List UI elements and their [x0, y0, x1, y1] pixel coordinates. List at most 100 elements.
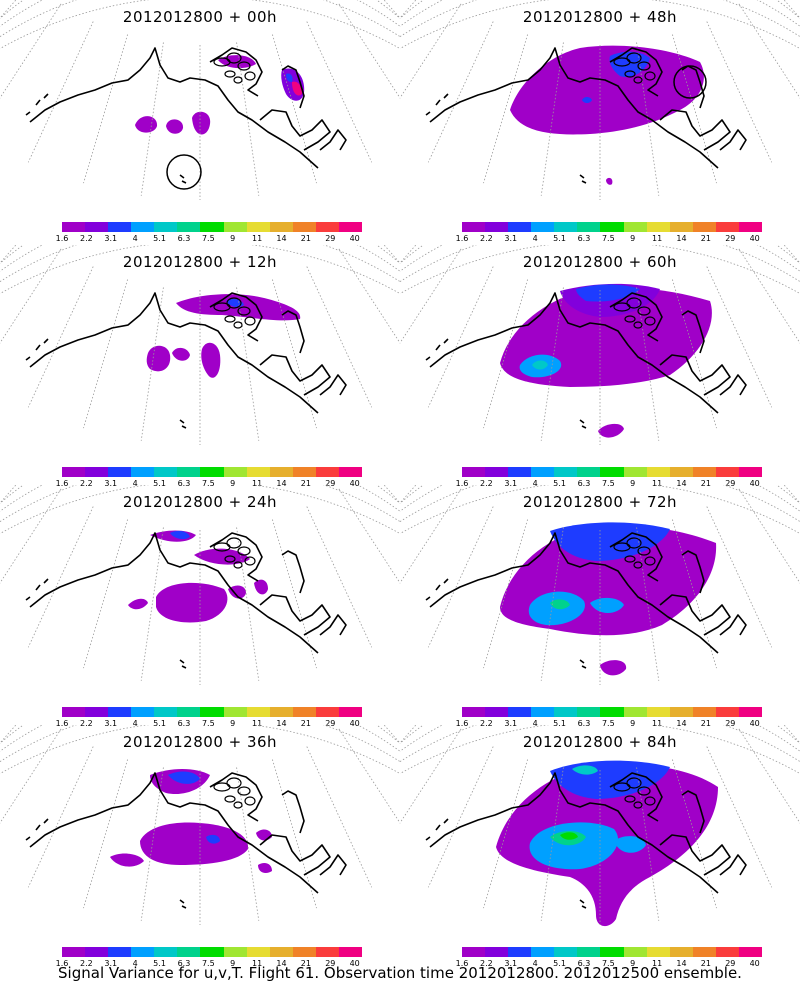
colorbar-swatch — [292, 222, 316, 232]
longitude-line — [540, 527, 564, 681]
coastline-segment — [429, 292, 719, 414]
coastline-segment — [681, 310, 705, 354]
coastline-segment — [209, 772, 263, 822]
colorbar-swatch — [669, 947, 693, 957]
colorbar-tick-label: 40 — [349, 719, 360, 728]
coastline — [425, 47, 747, 184]
coastline-segment — [25, 578, 49, 601]
colorbar-swatch — [554, 947, 578, 957]
colorbar-swatch — [108, 467, 132, 477]
longitude-line — [338, 3, 400, 99]
island — [633, 76, 643, 84]
colorbar-swatch — [554, 222, 578, 232]
island — [626, 777, 642, 789]
map — [0, 725, 400, 925]
longitude-line — [400, 485, 417, 504]
island — [237, 546, 251, 556]
colorbar-tick-label: 5.1 — [553, 959, 566, 968]
colorbar-tick-label: 4 — [532, 479, 538, 488]
coastline-segment — [579, 174, 587, 184]
coastline-segment — [209, 532, 263, 582]
coastline-segment — [425, 578, 449, 601]
colorbar-swatch — [62, 707, 86, 717]
colorbar-tick-label: 3.1 — [504, 719, 518, 728]
panel-60h: 2012012800 + 60h 1.6 2.2 3.1 4 5.1 6.3 7.5 9 11 1… — [400, 245, 800, 488]
longitude-line — [140, 287, 164, 441]
colorbar-swatch — [269, 947, 293, 957]
arctic-islands — [613, 777, 656, 809]
highlight-circle — [166, 154, 202, 190]
longitude-line — [400, 725, 417, 744]
island — [224, 70, 236, 78]
colorbar-tick-label: 21 — [300, 234, 311, 243]
panel-84h: 2012012800 + 84h 1.6 2.2 3.1 4 5.1 6.3 7.5 9 11 1… — [400, 725, 800, 968]
colorbar-swatch — [85, 947, 109, 957]
colorbar-tick-label: 14 — [276, 479, 287, 488]
coastline — [25, 47, 347, 184]
colorbar-swatch — [554, 467, 578, 477]
panel-48h: 2012012800 + 48h 1.6 2.2 3.1 4 5.1 6.3 7.5 9 11 1… — [400, 0, 800, 243]
latitude-line — [400, 0, 800, 19]
colorbar-tick-label: 29 — [725, 234, 736, 243]
colorbar-tick-label: 11 — [652, 234, 663, 243]
colorbar-tick-label: 11 — [652, 719, 663, 728]
colorbar-swatch — [338, 947, 363, 957]
colorbar-labels: 1.6 2.2 3.1 4 5.1 6.3 7.5 9 11 14 21 29 40 — [452, 479, 772, 489]
colorbar-swatch — [223, 947, 247, 957]
colorbar-tick-label: 14 — [676, 234, 687, 243]
coastline-segment — [179, 174, 187, 184]
colorbar-swatch — [692, 707, 716, 717]
longitude-line — [27, 746, 94, 888]
colorbar-labels: 1.6 2.2 3.1 4 5.1 6.3 7.5 9 11 14 21 29 40 — [52, 959, 372, 969]
coastline-segment — [579, 899, 587, 909]
coastline-segment — [579, 659, 587, 669]
longitude-line — [338, 488, 400, 584]
longitude-line — [0, 0, 17, 19]
longitude-line — [83, 759, 128, 909]
colorbar-swatch — [646, 947, 670, 957]
colorbar-swatch — [62, 467, 86, 477]
colorbar-tick-label: 29 — [325, 234, 336, 243]
longitude-line — [236, 287, 260, 441]
island — [224, 315, 236, 323]
longitude-line — [306, 506, 373, 648]
longitude-line — [236, 767, 260, 921]
island — [233, 801, 243, 809]
colorbar-tick-label: 9 — [630, 479, 636, 488]
island — [644, 556, 656, 566]
island — [637, 546, 651, 556]
island — [626, 52, 642, 64]
colorbar — [462, 707, 763, 717]
longitude-line — [738, 3, 800, 99]
colorbar — [62, 947, 363, 957]
coastline-segment — [429, 532, 719, 654]
latitude-line — [400, 725, 800, 752]
longitude-line — [738, 488, 800, 584]
colorbar-swatch — [623, 947, 647, 957]
latitude-line — [0, 0, 400, 38]
colorbar-tick-label: 9 — [630, 959, 636, 968]
longitude-line — [400, 245, 417, 264]
colorbar-swatch — [131, 947, 155, 957]
colorbar-swatch — [531, 947, 555, 957]
variance-region — [598, 423, 624, 438]
colorbar-swatch — [646, 222, 670, 232]
panel-title: 2012012800 + 48h — [522, 8, 678, 26]
longitude-line — [0, 3, 62, 99]
map — [400, 245, 800, 445]
longitude-line — [427, 266, 494, 408]
coastline-segment — [659, 834, 731, 876]
panel-title: 2012012800 + 24h — [122, 493, 278, 511]
colorbar-tick-label: 29 — [725, 719, 736, 728]
coastline-segment — [319, 129, 347, 151]
island — [237, 786, 251, 796]
colorbar-tick-label: 1.6 — [55, 479, 69, 488]
colorbar-tick-label: 6.3 — [177, 959, 191, 968]
colorbar-swatch — [623, 707, 647, 717]
colorbar-labels: 1.6 2.2 3.1 4 5.1 6.3 7.5 9 11 14 21 29 40 — [52, 479, 372, 489]
colorbar-tick-label: 6.3 — [577, 719, 591, 728]
longitude-line — [706, 21, 773, 163]
colorbar-labels: 1.6 2.2 3.1 4 5.1 6.3 7.5 9 11 14 21 29 40 — [452, 234, 772, 244]
arctic-islands — [613, 52, 656, 84]
colorbar-swatch — [715, 707, 739, 717]
